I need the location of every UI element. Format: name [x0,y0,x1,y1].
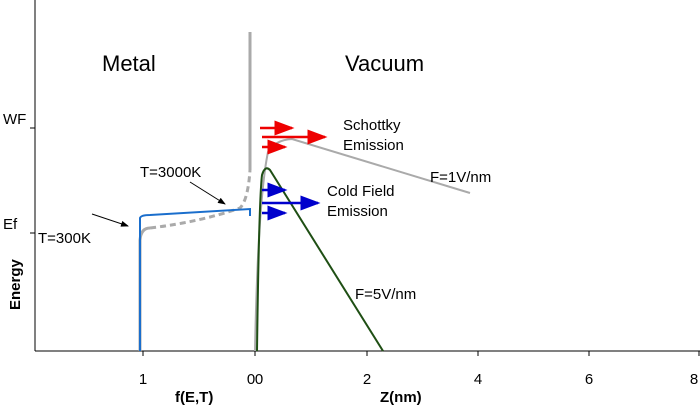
annotation: Cold Field [327,183,395,200]
y-tick-label: Ef [3,216,18,233]
x-tick-label: 4 [474,371,482,388]
annotation: T=3000K [140,164,201,181]
x-axis-label: Z(nm) [380,389,422,406]
annotation: T=300K [38,230,91,247]
x-axis-label: f(E,T) [175,389,213,406]
annotation: Emission [343,137,404,154]
annotation: Emission [327,203,388,220]
emission-arrows [91,120,328,227]
y-tick-label: WF [3,111,26,128]
y-axis-label: Energy [7,258,24,310]
x-tick-label: 8 [690,371,698,388]
curves [138,32,471,352]
axes [30,0,700,356]
region-label: Metal [102,51,156,76]
annotation: F=5V/nm [355,286,416,303]
region-label: Vacuum [345,51,424,76]
x-tick-label: 0 [247,371,255,388]
x-tick-label: 1 [139,371,147,388]
x-tick-label: 2 [363,371,371,388]
x-tick-label: 6 [585,371,593,388]
annotation: F=1V/nm [430,169,491,186]
x-tick-label: 0 [255,371,263,388]
annotation: Schottky [343,117,401,134]
